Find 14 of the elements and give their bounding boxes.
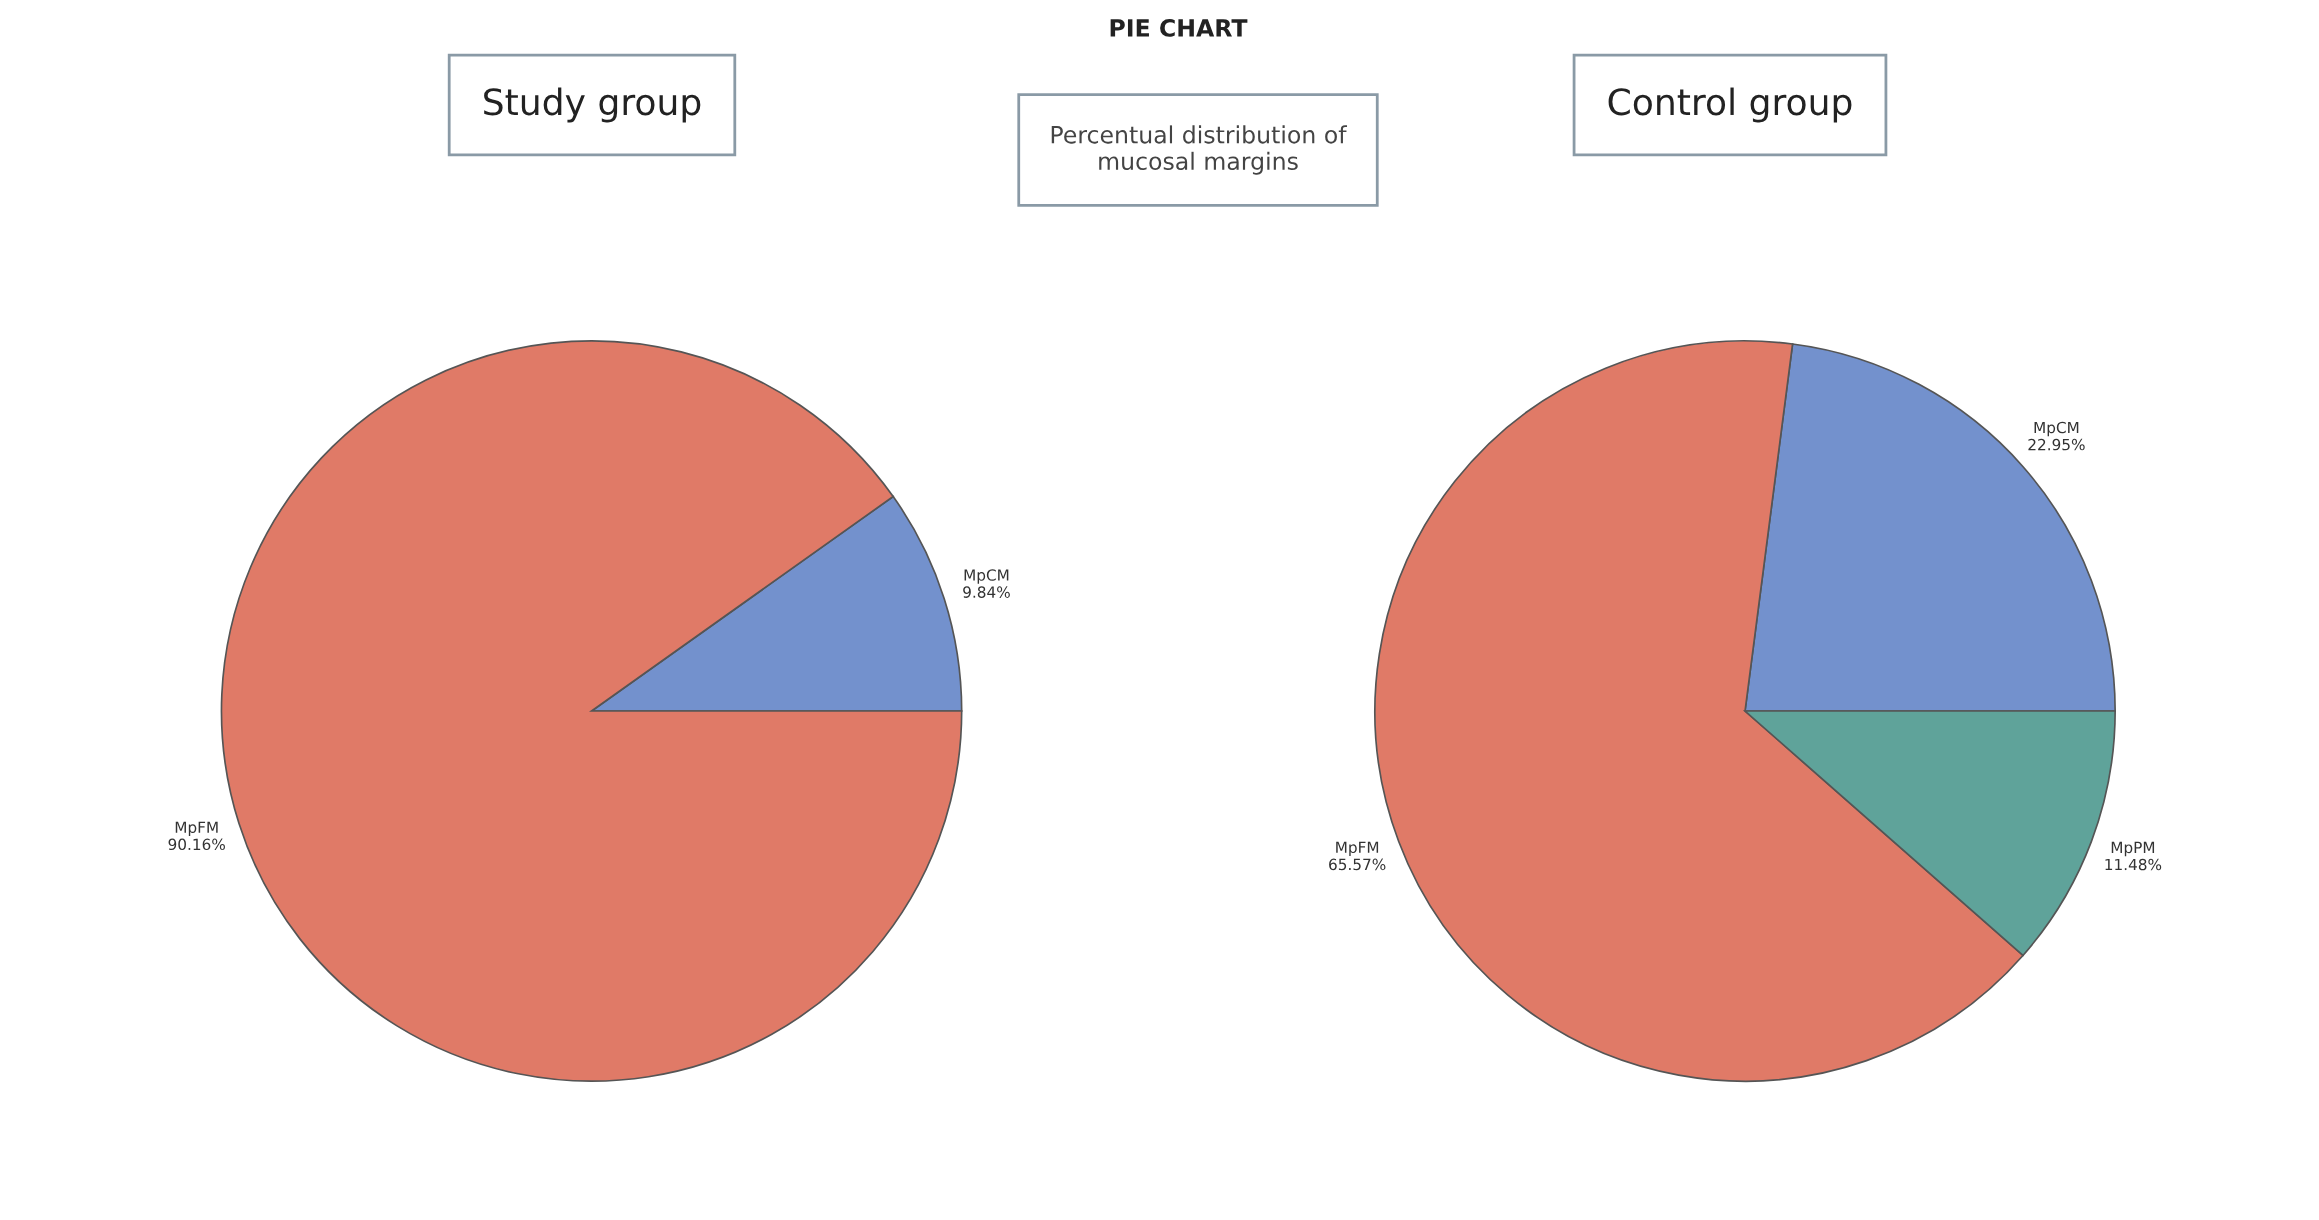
chart-title: Control group: [1608, 87, 1852, 123]
slice-label: MpPM: [2111, 841, 2155, 857]
data-label: 11.48%: [2105, 858, 2162, 871]
slice-label: MpFM: [1336, 841, 1379, 857]
data-label: 9.84%: [963, 586, 1010, 598]
data-label: 90.16%: [168, 838, 225, 851]
text: PIE CHART: [1110, 18, 1248, 37]
slice-label: MpCM: [2034, 421, 2079, 437]
data-label: 22.95%: [2028, 438, 2085, 451]
slice-label: MpCM: [964, 569, 1009, 584]
slice-label: MpFM: [175, 821, 218, 836]
chart-title: Study group: [484, 87, 701, 123]
text: Percentual distribution of mucosal margins: [1051, 125, 1348, 175]
data-label: 65.57%: [1329, 858, 1386, 871]
